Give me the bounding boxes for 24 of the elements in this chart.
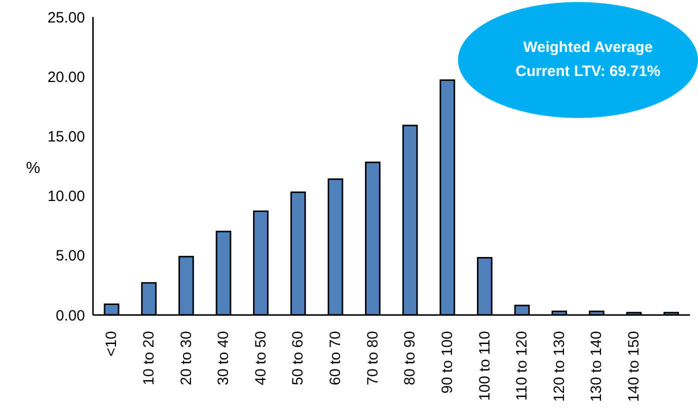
x-tick-label: 100 to 110 bbox=[476, 331, 494, 401]
x-tick-label: 10 to 20 bbox=[140, 331, 158, 386]
x-tick-label: 60 to 70 bbox=[327, 331, 344, 386]
x-tick-label: 80 to 90 bbox=[402, 331, 419, 386]
y-axis-title: % bbox=[26, 160, 40, 178]
x-tick-label: 110 to 120 bbox=[514, 331, 531, 401]
x-tick-label: 50 to 60 bbox=[290, 331, 307, 386]
y-tick-label: 15.00 bbox=[47, 128, 85, 146]
y-tick-label: 5.00 bbox=[56, 248, 85, 265]
y-tick-label: 0.00 bbox=[56, 307, 85, 324]
x-tick-label: 20 to 30 bbox=[178, 331, 195, 386]
y-tick-label: 10.00 bbox=[47, 188, 85, 206]
x-tick-label: 90 to 100 bbox=[438, 331, 456, 394]
annotation: Weighted Average Current LTV: 69.71% bbox=[514, 38, 662, 82]
x-tick-label: 70 to 80 bbox=[364, 331, 382, 386]
y-tick-label: 25.00 bbox=[47, 9, 85, 26]
x-tick-label: 120 to 130 bbox=[550, 331, 568, 402]
x-tick-label: 140 to 150 bbox=[626, 331, 643, 402]
x-tick-label: 40 to 50 bbox=[252, 331, 270, 386]
callout-ellipse: Weighted Average Current LTV: 69.71% bbox=[458, 2, 698, 118]
x-tick-label: 130 to 140 bbox=[588, 331, 606, 402]
x-tick-label: <10 bbox=[103, 331, 120, 356]
x-tick-label: 30 to 40 bbox=[215, 331, 232, 386]
y-tick-label: 20.00 bbox=[47, 68, 85, 86]
